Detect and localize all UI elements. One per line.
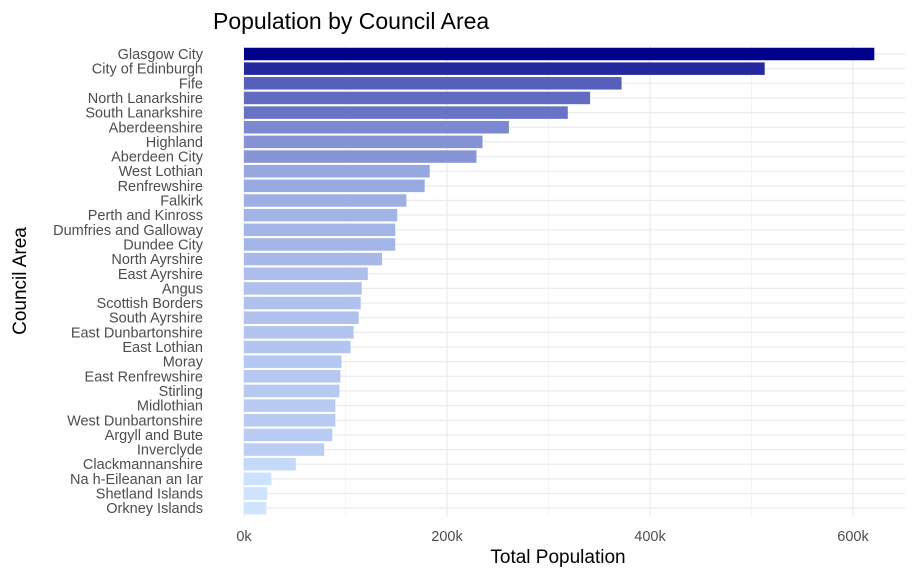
bar bbox=[244, 267, 368, 280]
chart-title: Population by Council Area bbox=[213, 8, 489, 34]
y-tick-label: East Ayrshire bbox=[118, 267, 203, 283]
y-tick-label: Renfrewshire bbox=[118, 179, 203, 195]
y-tick-label: Falkirk bbox=[160, 194, 203, 210]
bar bbox=[244, 223, 396, 237]
y-tick-label: Highland bbox=[146, 135, 203, 151]
bar bbox=[244, 472, 272, 486]
bar bbox=[244, 91, 591, 105]
bar bbox=[244, 443, 325, 456]
y-tick-label: Fife bbox=[179, 76, 203, 92]
bar bbox=[244, 311, 359, 324]
bars bbox=[244, 47, 875, 515]
y-tick-label: Dundee City bbox=[123, 237, 204, 253]
y-tick-label: Midlothian bbox=[137, 399, 203, 415]
bar bbox=[244, 238, 396, 251]
x-tick-label: 0k bbox=[236, 529, 252, 545]
bar bbox=[244, 457, 296, 471]
y-tick-label: Dumfries and Galloway bbox=[53, 223, 204, 239]
bar bbox=[244, 47, 875, 61]
y-tick-label: Orkney Islands bbox=[106, 501, 203, 517]
bar bbox=[244, 62, 765, 75]
y-tick-label: City of Edinburgh bbox=[92, 62, 203, 78]
bar bbox=[244, 428, 333, 442]
bar bbox=[244, 340, 351, 354]
bar bbox=[244, 77, 622, 90]
bar bbox=[244, 179, 425, 193]
y-tick-label: North Lanarkshire bbox=[88, 91, 203, 107]
y-tick-label: Stirling bbox=[159, 384, 203, 400]
y-tick-label: North Ayrshire bbox=[111, 252, 203, 268]
y-tick-label: East Renfrewshire bbox=[85, 369, 203, 385]
bar bbox=[244, 414, 336, 427]
y-tick-label: South Ayrshire bbox=[109, 311, 203, 327]
bar bbox=[244, 501, 267, 515]
x-tick-label: 400k bbox=[634, 529, 666, 545]
bar bbox=[244, 296, 361, 310]
bar bbox=[244, 370, 341, 383]
y-tick-label: Clackmannanshire bbox=[83, 457, 203, 473]
bar bbox=[244, 384, 340, 398]
y-tick-label: West Lothian bbox=[119, 164, 203, 180]
y-tick-label: Aberdeen City bbox=[111, 150, 204, 166]
bar bbox=[244, 135, 483, 149]
bar bbox=[244, 355, 342, 368]
y-tick-label: Argyll and Bute bbox=[105, 428, 203, 444]
y-tick-label: Shetland Islands bbox=[96, 487, 203, 503]
bar bbox=[244, 399, 336, 412]
bar bbox=[244, 106, 568, 119]
y-tick-label: Na h-Eileanan an Iar bbox=[70, 472, 203, 488]
x-axis-title: Total Population bbox=[490, 547, 625, 568]
y-tick-label: Aberdeenshire bbox=[109, 120, 203, 136]
y-tick-label: Angus bbox=[162, 281, 203, 297]
y-tick-label: Moray bbox=[163, 355, 204, 371]
bar bbox=[244, 487, 268, 500]
bar bbox=[244, 194, 407, 207]
y-axis-title: Council Area bbox=[10, 227, 31, 335]
y-tick-label: Inverclyde bbox=[137, 443, 203, 459]
bar bbox=[244, 164, 430, 178]
y-tick-label: West Dunbartonshire bbox=[67, 413, 203, 429]
bar bbox=[244, 121, 509, 134]
bar bbox=[244, 150, 477, 163]
y-tick-label: East Dunbartonshire bbox=[71, 325, 203, 341]
y-tick-label: East Lothian bbox=[122, 340, 203, 356]
bar bbox=[244, 326, 354, 339]
y-tick-label: Scottish Borders bbox=[97, 296, 203, 312]
bar bbox=[244, 208, 398, 222]
y-tick-label: Glasgow City bbox=[118, 47, 204, 63]
y-tick-label: Perth and Kinross bbox=[88, 208, 203, 224]
bar bbox=[244, 282, 362, 295]
x-tick-labels: 0k 200k 400k 600k bbox=[236, 529, 869, 545]
x-tick-label: 600k bbox=[837, 529, 869, 545]
y-tick-label: South Lanarkshire bbox=[85, 106, 203, 122]
x-tick-label: 200k bbox=[431, 529, 463, 545]
bar bbox=[244, 252, 383, 266]
